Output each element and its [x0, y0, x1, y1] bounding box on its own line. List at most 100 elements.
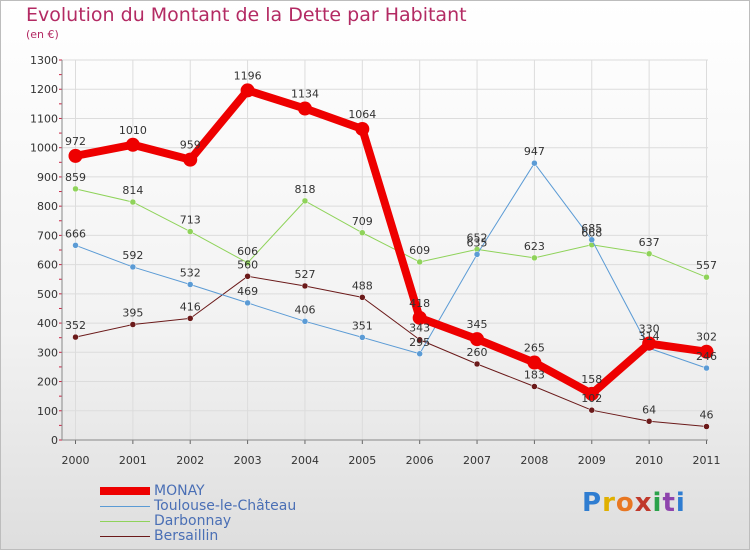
- data-point-toulouse-le-ch-teau: [244, 299, 251, 307]
- data-label-monay: 330: [639, 323, 660, 336]
- data-label-bersaillin: 343: [409, 322, 430, 335]
- y-tick-label: 1000: [30, 142, 58, 155]
- y-tick-label: 900: [37, 171, 58, 184]
- legend: MONAY Toulouse-le-Château Darbonnay Bersail…: [100, 484, 420, 544]
- data-label-darbonnay: 623: [524, 240, 545, 253]
- data-point-toulouse-le-ch-teau: [703, 364, 710, 372]
- y-tick-label: 700: [37, 229, 58, 242]
- data-point-bersaillin: [703, 423, 710, 430]
- data-label-monay: 302: [696, 331, 717, 344]
- data-point-toulouse-le-ch-teau: [531, 159, 538, 167]
- data-label-monay: 1196: [234, 69, 262, 82]
- y-tick-label: 200: [37, 376, 58, 389]
- data-point-bersaillin: [473, 360, 481, 368]
- data-label-toulouse-le-ch-teau: 685: [581, 222, 602, 235]
- legend-label: Toulouse-le-Château: [154, 498, 297, 514]
- data-label-bersaillin: 352: [65, 319, 86, 332]
- x-tick-label: 2009: [578, 454, 606, 467]
- y-tick-label: 500: [37, 288, 58, 301]
- data-point-bersaillin: [129, 321, 137, 328]
- data-point-bersaillin: [244, 273, 251, 280]
- data-label-bersaillin: 64: [642, 403, 656, 416]
- data-label-bersaillin: 416: [180, 300, 201, 313]
- data-point-monay: [584, 386, 599, 401]
- data-label-toulouse-le-ch-teau: 469: [237, 285, 258, 298]
- data-point-monay: [240, 83, 255, 98]
- x-tick-label: 2000: [62, 454, 90, 467]
- data-label-darbonnay: 709: [352, 215, 373, 228]
- data-label-darbonnay: 814: [122, 184, 143, 197]
- legend-swatch: [100, 487, 150, 495]
- data-point-monay: [297, 101, 312, 116]
- data-label-monay: 972: [65, 135, 86, 148]
- data-label-bersaillin: 395: [122, 307, 143, 320]
- data-label-bersaillin: 183: [524, 369, 545, 382]
- data-label-toulouse-le-ch-teau: 532: [180, 266, 201, 279]
- data-label-toulouse-le-ch-teau: 314: [639, 330, 660, 343]
- legend-item-bersaillin: Bersaillin: [100, 529, 420, 544]
- logo-letter: o: [615, 488, 635, 518]
- data-point-bersaillin: [531, 383, 538, 390]
- data-label-darbonnay: 557: [696, 259, 717, 272]
- data-label-darbonnay: 652: [467, 231, 488, 244]
- data-label-darbonnay: 606: [237, 245, 258, 258]
- data-label-bersaillin: 260: [467, 346, 488, 359]
- data-point-toulouse-le-ch-teau: [129, 263, 137, 271]
- data-label-monay: 418: [409, 297, 430, 310]
- data-label-darbonnay: 859: [65, 171, 86, 184]
- data-label-monay: 265: [524, 342, 545, 355]
- legend-swatch: [100, 521, 150, 522]
- data-label-bersaillin: 102: [581, 392, 602, 405]
- data-point-toulouse-le-ch-teau: [588, 236, 596, 244]
- x-tick-label: 2003: [234, 454, 262, 467]
- data-point-monay: [527, 355, 542, 370]
- data-label-darbonnay: 668: [581, 227, 602, 240]
- x-tick-label: 2010: [635, 454, 663, 467]
- line-chart: 0 100 200 300 400 500 600 700 800 900 1000 1100 1200…: [30, 54, 721, 467]
- legend-label: Bersaillin: [154, 528, 219, 544]
- data-point-toulouse-le-ch-teau: [473, 251, 481, 258]
- y-tick-label: 1300: [30, 54, 58, 67]
- data-point-bersaillin: [645, 418, 653, 425]
- data-point-darbonnay: [244, 259, 251, 267]
- logo-letter: r: [602, 488, 616, 518]
- data-point-toulouse-le-ch-teau: [72, 242, 79, 249]
- data-label-toulouse-le-ch-teau: 246: [696, 350, 717, 363]
- data-label-monay: 158: [581, 373, 602, 386]
- legend-item-toulouse-le-ch-teau: Toulouse-le-Château: [100, 499, 420, 514]
- legend-item-darbonnay: Darbonnay: [100, 514, 420, 529]
- data-point-bersaillin: [359, 294, 366, 301]
- legend-label: MONAY: [154, 483, 205, 499]
- data-label-bersaillin: 560: [237, 258, 258, 271]
- series-line-bersaillin: [75, 275, 707, 428]
- data-point-toulouse-le-ch-teau: [301, 318, 309, 325]
- data-point-monay: [183, 152, 198, 167]
- data-point-bersaillin: [301, 282, 309, 290]
- data-point-darbonnay: [359, 229, 366, 237]
- data-point-darbonnay: [531, 254, 538, 262]
- series-line-monay: [71, 86, 711, 398]
- x-tick-label: 2011: [693, 454, 721, 467]
- data-label-monay: 345: [467, 318, 488, 331]
- y-tick-label: 400: [37, 317, 58, 330]
- plot-area: [62, 60, 708, 440]
- data-point-monay: [699, 344, 714, 359]
- y-tick-label: 1200: [30, 83, 58, 96]
- data-point-monay: [412, 310, 427, 325]
- data-point-bersaillin: [416, 336, 423, 343]
- y-tick-label: 1100: [30, 112, 58, 125]
- data-label-darbonnay: 713: [180, 214, 201, 227]
- x-tick-label: 2004: [291, 454, 319, 467]
- data-point-monay: [125, 137, 140, 152]
- data-point-toulouse-le-ch-teau: [416, 350, 423, 358]
- data-label-toulouse-le-ch-teau: 947: [524, 145, 545, 158]
- data-point-monay: [470, 332, 485, 347]
- data-point-toulouse-le-ch-teau: [186, 281, 194, 288]
- data-label-darbonnay: 818: [294, 183, 315, 196]
- data-label-monay: 1010: [119, 124, 147, 137]
- y-tick-label: 0: [51, 434, 58, 447]
- logo-letter: i: [652, 488, 663, 518]
- data-point-bersaillin: [588, 406, 596, 414]
- y-tick-label: 800: [37, 200, 58, 213]
